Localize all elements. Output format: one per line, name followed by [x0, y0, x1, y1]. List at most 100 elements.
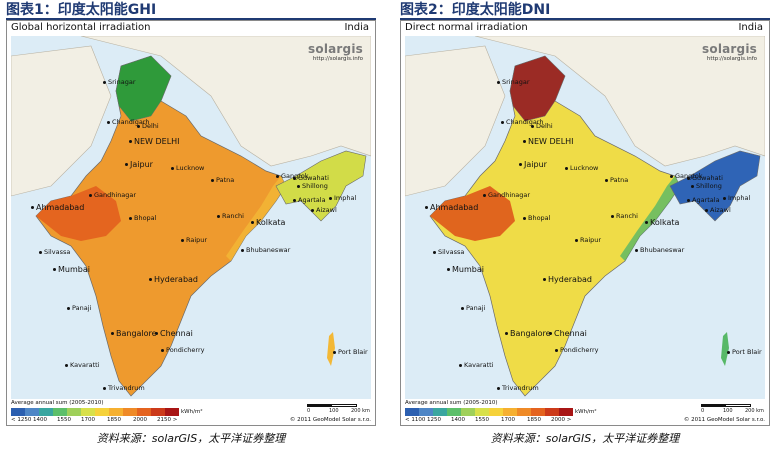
- legend-swatch-9: [137, 408, 151, 416]
- city-silvassa: Silvassa: [433, 248, 464, 256]
- city-silvassa: Silvassa: [39, 248, 70, 256]
- city-ahmadabad: Ahmadabad: [31, 204, 84, 212]
- legend-swatch-0: [11, 408, 25, 416]
- map-header: Global horizontal irradiation India: [11, 21, 371, 35]
- legend-tick-6: 2000 >: [551, 417, 572, 423]
- legend: Average annual sum (2005-2010) < 1100 125…: [405, 400, 765, 424]
- legend-ticks: < 1100 1250 1400 1550 1700 1850 2000 >: [405, 417, 595, 425]
- city-raipur: Raipur: [575, 236, 601, 244]
- city-bhopal: Bhopal: [523, 214, 550, 222]
- dni-figure: 图表2：印度太阳能DNI Direct normal irradiation I…: [400, 0, 770, 456]
- city-bangalore: Bangalore: [111, 330, 157, 338]
- city-lucknow: Lucknow: [171, 164, 204, 172]
- north-region: [509, 55, 566, 122]
- city-panaji: Panaji: [67, 304, 91, 312]
- source-note: 资料来源：solarGIS，太平洋证券整理: [490, 432, 680, 445]
- legend-swatch-3: [447, 408, 461, 416]
- city-shillong: Shillong: [691, 182, 722, 190]
- city-lucknow: Lucknow: [565, 164, 598, 172]
- city-kavaratti: Kavaratti: [459, 361, 494, 369]
- city-guwahati: Guwahati: [293, 174, 329, 182]
- city-pondicherry: Pondicherry: [555, 346, 599, 354]
- city-port-blair: Port Blair: [727, 348, 762, 356]
- logo-accent: gis: [736, 42, 757, 56]
- scale-label-200: 200 km: [351, 408, 370, 414]
- city-port-blair: Port Blair: [333, 348, 368, 356]
- legend-swatches: [405, 408, 573, 416]
- legend-tick-3: 1700: [81, 417, 95, 423]
- city-trivandrum: Trivandrum: [497, 384, 539, 392]
- neighbor-land: [474, 36, 765, 167]
- legend-swatch-10: [151, 408, 165, 416]
- region-label: India: [344, 22, 369, 33]
- city-delhi: Delhi: [531, 122, 553, 130]
- legend-swatch-2: [39, 408, 53, 416]
- legend-ticks: < 1250 1400 1550 1700 1850 2000 2150 >: [11, 417, 201, 425]
- city-bhubaneswar: Bhubaneswar: [241, 246, 290, 254]
- legend-swatch-1: [419, 408, 433, 416]
- copyright: © 2011 GeoModel Solar s.r.o.: [289, 417, 371, 423]
- west-region: [430, 186, 515, 241]
- city-trivandrum: Trivandrum: [103, 384, 145, 392]
- source-note: 资料来源：solarGIS，太平洋证券整理: [96, 432, 286, 445]
- ghi-figure: 图表1：印度太阳能GHI Global horizontal irradiati…: [6, 0, 376, 456]
- legend-swatch-7: [503, 408, 517, 416]
- city-gandhinagar: Gandhinagar: [483, 191, 530, 199]
- city-agartala: Agartala: [293, 196, 326, 204]
- legend-swatches: [11, 408, 179, 416]
- legend-swatch-0: [405, 408, 419, 416]
- city-mumbai: Mumbai: [447, 266, 484, 274]
- legend-swatch-6: [95, 408, 109, 416]
- legend-tick-0: < 1100: [405, 417, 426, 423]
- map-subtitle: Global horizontal irradiation: [11, 22, 151, 33]
- scale-bar: 0 100 200 km: [307, 400, 371, 416]
- city-imphal: Imphal: [723, 194, 750, 202]
- west-region: [36, 186, 121, 241]
- title-rule: [6, 18, 376, 20]
- legend-swatch-8: [123, 408, 137, 416]
- map-subtitle: Direct normal irradiation: [405, 22, 528, 33]
- city-kolkata: Kolkata: [645, 219, 679, 227]
- figure-title: 图表2：印度太阳能DNI: [400, 2, 551, 18]
- city-patna: Patna: [605, 176, 628, 184]
- scale-label-100: 100: [329, 408, 339, 414]
- legend-tick-3: 1550: [475, 417, 489, 423]
- city-raipur: Raipur: [181, 236, 207, 244]
- scale-label-100: 100: [723, 408, 733, 414]
- scale-label-0: 0: [701, 408, 705, 414]
- legend-swatch-4: [461, 408, 475, 416]
- city-delhi: Delhi: [137, 122, 159, 130]
- legend-swatch-4: [67, 408, 81, 416]
- legend-swatch-9: [531, 408, 545, 416]
- scale-bar: 0 100 200 km: [701, 400, 765, 416]
- india-map: [11, 36, 371, 397]
- map-header: Direct normal irradiation India: [405, 21, 765, 35]
- city-new-delhi: NEW DELHI: [523, 138, 574, 146]
- city-patna: Patna: [211, 176, 234, 184]
- city-hyderabad: Hyderabad: [543, 276, 592, 284]
- map-area: Srinagar Chandigarh Delhi NEW DELHI Jaipur Lu…: [405, 36, 765, 399]
- legend-unit: kWh/m²: [181, 409, 203, 415]
- legend-tick-4: 1850: [107, 417, 121, 423]
- legend-title: Average annual sum (2005-2010): [11, 400, 104, 406]
- solargis-logo: solargis http://solargis.info: [702, 42, 757, 62]
- neighbor-land-west: [11, 45, 112, 197]
- city-guwahati: Guwahati: [687, 174, 723, 182]
- legend-tick-1: 1250: [427, 417, 441, 423]
- legend-swatch-3: [53, 408, 67, 416]
- legend-swatch-2: [433, 408, 447, 416]
- legend-title: Average annual sum (2005-2010): [405, 400, 498, 406]
- legend-tick-5: 1850: [527, 417, 541, 423]
- city-gandhinagar: Gandhinagar: [89, 191, 136, 199]
- legend-swatch-1: [25, 408, 39, 416]
- legend-tick-2: 1400: [451, 417, 465, 423]
- figure-title: 图表1：印度太阳能GHI: [6, 2, 157, 18]
- city-ranchi: Ranchi: [217, 212, 244, 220]
- city-chandigarh: Chandigarh: [107, 118, 149, 126]
- legend-swatch-7: [109, 408, 123, 416]
- city-aizawl: Aizawl: [705, 206, 731, 214]
- legend-tick-4: 1700: [501, 417, 515, 423]
- city-jaipur: Jaipur: [519, 161, 547, 169]
- city-ahmadabad: Ahmadabad: [425, 204, 478, 212]
- legend-tick-2: 1550: [57, 417, 71, 423]
